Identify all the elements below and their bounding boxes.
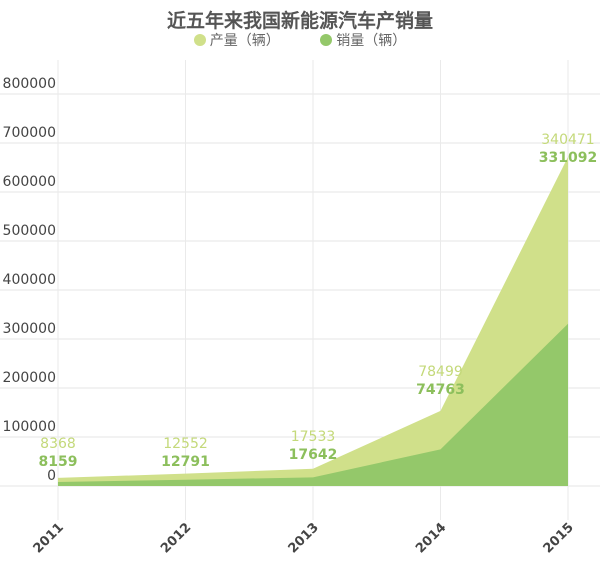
data-label-sales: 17642 [289,447,338,463]
x-tick-label: 2013 [286,520,322,556]
y-tick-label: 600000 [3,174,56,190]
legend-label: 产量（辆） [209,33,280,49]
x-tick-label: 2012 [158,520,194,556]
legend-item-sales: 销量（辆） [320,30,406,50]
y-tick-label: 0 [47,468,56,484]
y-tick-label: 800000 [3,76,56,92]
legend-label: 销量（辆） [336,33,407,49]
area-sales [58,323,568,486]
y-tick-label: 500000 [3,223,56,239]
x-tick-label: 2014 [413,520,449,556]
y-tick-label: 400000 [3,272,56,288]
legend-swatch [320,34,333,46]
y-tick-label: 700000 [3,125,56,141]
data-label-sales: 74763 [416,382,465,398]
data-label-sales: 12791 [161,454,210,470]
data-label-sales: 331092 [539,150,597,166]
data-label-production: 340471 [541,132,594,148]
data-label-production: 8368 [40,436,76,452]
x-tick-label: 2015 [541,520,577,556]
legend: 产量（辆） 销量（辆） [0,30,600,50]
legend-item-production: 产量（辆） [193,30,280,50]
chart-title: 近五年来我国新能源汽车产销量 [166,10,433,32]
data-label-production: 17533 [291,429,336,445]
y-tick-label: 200000 [3,370,56,386]
data-label-production: 12552 [163,436,208,452]
y-tick-label: 100000 [3,419,56,435]
x-tick-label: 2011 [31,520,67,556]
legend-swatch [193,34,206,46]
y-tick-label: 300000 [3,321,56,337]
data-label-production: 78499 [418,364,463,380]
data-label-sales: 8159 [39,454,78,470]
